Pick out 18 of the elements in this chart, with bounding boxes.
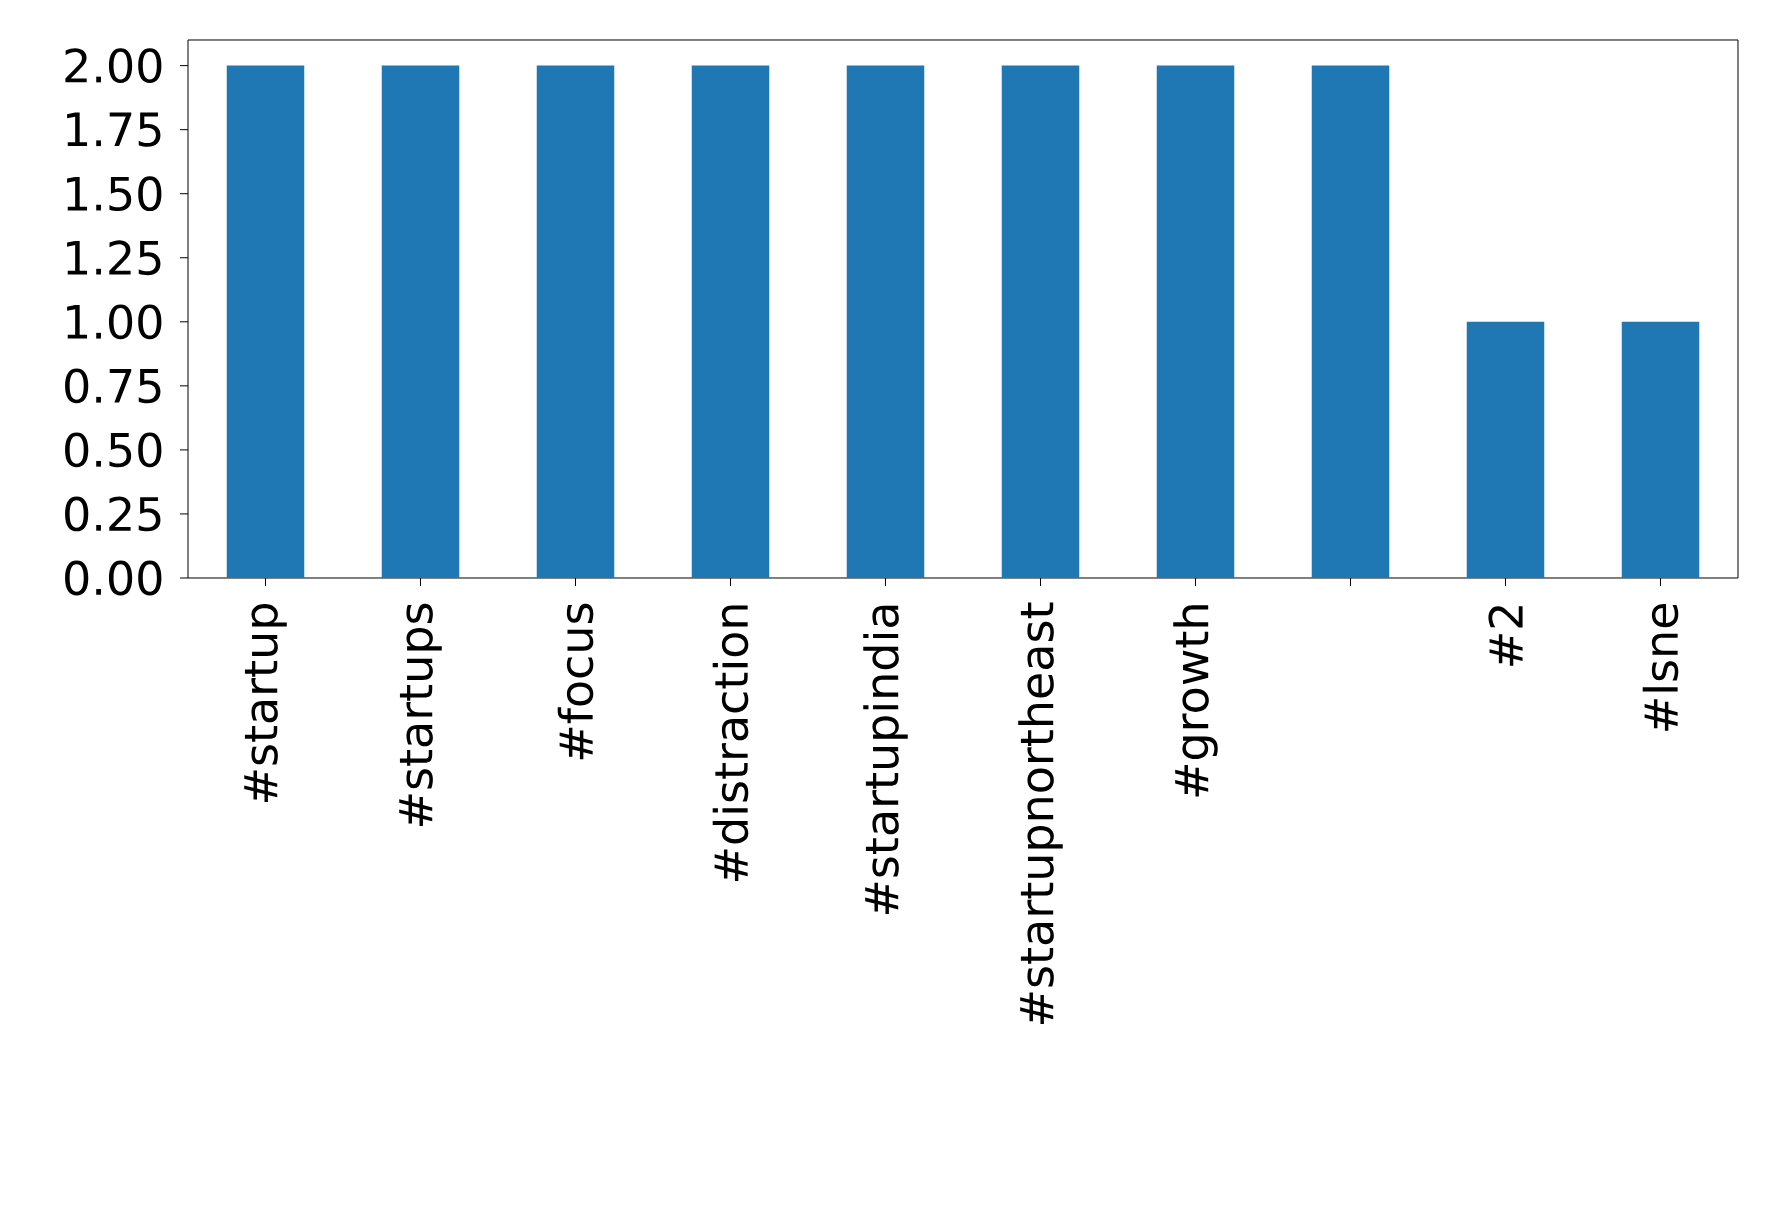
x-tick-label: #focus [557, 603, 594, 760]
y-tick-label: 0.00 [65, 560, 162, 596]
y-tick-label: 2.00 [65, 48, 162, 84]
x-tick-label: #distraction [712, 605, 749, 882]
x-tick-label: #startupnortheast [1018, 602, 1063, 1024]
y-tick-label: 1.25 [67, 240, 161, 276]
x-tick-label: #growth [1173, 605, 1218, 797]
x-tick-label: #startupindia [863, 605, 908, 915]
y-tick-label: 1.00 [67, 304, 162, 340]
y-tick-label: 0.50 [65, 432, 162, 468]
x-tick-label: #lsne [1642, 603, 1679, 731]
y-tick-label: 1.75 [67, 112, 161, 147]
y-tick-label: 0.25 [65, 496, 161, 532]
x-tick-label: #startup [244, 604, 287, 803]
y-tick-label: 1.50 [67, 176, 162, 212]
x-tick-label: #2 [1488, 606, 1523, 666]
x-tick-label: #startups [399, 603, 442, 826]
y-tick-label: 0.75 [65, 368, 161, 404]
